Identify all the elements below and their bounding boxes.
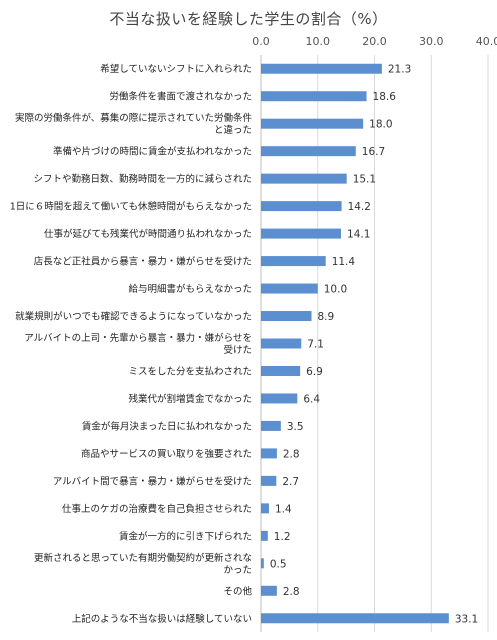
data-label: 1.2 bbox=[274, 531, 291, 543]
bar bbox=[261, 201, 342, 212]
bar bbox=[261, 530, 268, 541]
x-tick-label: 40.0 bbox=[476, 35, 497, 48]
category-label: 残業代が割増賃金でなかった bbox=[128, 393, 252, 405]
chart-title: 不当な扱いを経験した学生の割合（%） bbox=[109, 10, 388, 28]
category-label: 賃金が毎月決まった日に払われなかった bbox=[82, 420, 252, 432]
category-label: 上記のような不当な扱いは経験していない bbox=[72, 613, 252, 625]
bar bbox=[261, 503, 269, 514]
data-label: 11.4 bbox=[332, 256, 356, 268]
bar bbox=[261, 118, 364, 129]
category-label: その他 bbox=[223, 585, 252, 597]
x-tick-label: 30.0 bbox=[419, 35, 444, 48]
bar bbox=[261, 146, 356, 157]
bar bbox=[261, 311, 312, 322]
data-label: 7.1 bbox=[307, 339, 324, 351]
data-label: 33.1 bbox=[455, 613, 478, 625]
data-label: 14.2 bbox=[348, 201, 371, 213]
category-label: かった bbox=[223, 565, 252, 576]
bar bbox=[261, 365, 301, 376]
category-label: ミスをした分を支払わされた bbox=[128, 365, 252, 377]
category-label: 更新されると思っていた有期労働契約が更新されな bbox=[34, 552, 252, 564]
data-label: 2.7 bbox=[282, 476, 299, 488]
category-label: 賃金が一方的に引き下げられた bbox=[119, 530, 252, 542]
bar bbox=[261, 448, 277, 459]
data-label: 16.7 bbox=[362, 146, 385, 158]
bar bbox=[261, 91, 367, 102]
data-label: 21.3 bbox=[388, 64, 411, 76]
bar bbox=[261, 585, 277, 596]
category-label: 店長など正社員から暴言・暴力・嫌がらせを受けた bbox=[34, 256, 252, 268]
bar bbox=[261, 63, 382, 74]
data-label: 1.4 bbox=[275, 503, 292, 515]
category-label: 1日に６時間を超えて働いても休憩時間がもらえなかった bbox=[10, 201, 252, 213]
category-label: アルバイト間で暴言・暴力・嫌がらせを受けた bbox=[53, 475, 252, 487]
bar bbox=[261, 420, 281, 431]
data-label: 2.8 bbox=[283, 586, 300, 598]
x-tick-label: 20.0 bbox=[362, 35, 387, 48]
category-label: 労働条件を書面で渡されなかった bbox=[109, 91, 252, 103]
x-tick-label: 10.0 bbox=[306, 35, 331, 48]
data-label: 14.1 bbox=[347, 229, 370, 241]
data-label: 2.8 bbox=[283, 448, 300, 460]
bar bbox=[261, 558, 264, 569]
bar bbox=[261, 393, 298, 404]
category-label: 受けた bbox=[223, 344, 252, 356]
data-label: 6.4 bbox=[303, 393, 320, 405]
bar bbox=[261, 475, 277, 486]
data-label: 0.5 bbox=[270, 558, 287, 570]
category-label: 希望していないシフトに入れられた bbox=[100, 63, 252, 75]
category-label: 仕事上のケガの治療費を自己負担させられた bbox=[62, 503, 252, 515]
category-label: シフトや勤務日数、勤務時間を一方的に減らされた bbox=[33, 173, 252, 185]
category-label: 実際の労働条件が、募集の際に提示されていた労働条件 bbox=[15, 112, 253, 124]
data-label: 6.9 bbox=[306, 366, 323, 378]
bar bbox=[261, 173, 347, 184]
data-label: 18.6 bbox=[373, 91, 397, 103]
bar bbox=[261, 613, 449, 624]
data-label: 10.0 bbox=[324, 284, 347, 296]
category-label: アルバイトの上司・先輩から暴言・暴力・嫌がらせを bbox=[24, 332, 252, 344]
category-label: 給与明細書がもらえなかった bbox=[128, 283, 252, 295]
bar bbox=[261, 256, 326, 267]
data-label: 18.0 bbox=[369, 119, 392, 131]
bar bbox=[261, 228, 342, 239]
bar bbox=[261, 338, 302, 349]
category-label: と違った bbox=[214, 124, 252, 136]
category-label: 就業規則がいつでも確認できるようになっていなかった bbox=[15, 311, 252, 323]
data-label: 3.5 bbox=[287, 421, 304, 433]
data-label: 15.1 bbox=[353, 174, 376, 186]
category-label: 仕事が延びても残業代が時間通り払われなかった bbox=[44, 228, 252, 240]
x-tick-label: 0.0 bbox=[252, 35, 270, 48]
bar bbox=[261, 283, 318, 294]
data-label: 8.9 bbox=[318, 311, 335, 323]
category-label: 準備や片づけの時間に賃金が支払われなかった bbox=[53, 146, 252, 158]
category-label: 商品やサービスの買い取りを強要された bbox=[81, 448, 252, 460]
